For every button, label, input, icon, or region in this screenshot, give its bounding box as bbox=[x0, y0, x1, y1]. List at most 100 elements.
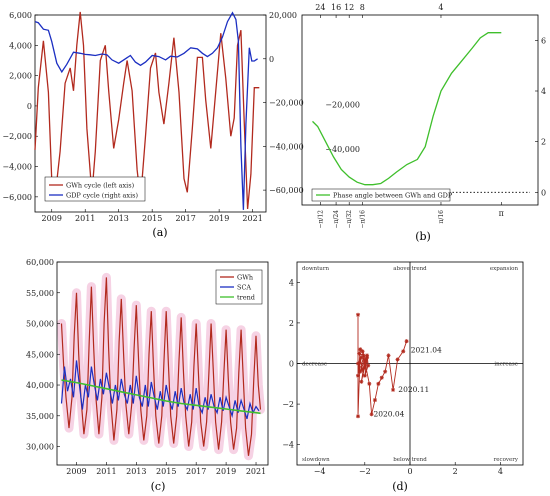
x-tick-label: 4 bbox=[498, 467, 503, 476]
quadrant-label-downturn: downturn bbox=[302, 266, 329, 272]
y-left-tick-label: −4,000 bbox=[2, 163, 32, 172]
x-bottom-tick-label: π/16 bbox=[438, 210, 445, 224]
x-tick-label: 2021 bbox=[242, 214, 262, 223]
trajectory-line bbox=[357, 314, 408, 417]
legend-label: trend bbox=[237, 294, 255, 302]
y-right-tick-label: −40,000 bbox=[269, 142, 304, 151]
y-tick-label: 4 bbox=[289, 278, 294, 287]
x-bottom-tick-label: −π/32 bbox=[346, 210, 353, 229]
panel-label-a: (a) bbox=[152, 226, 167, 239]
trajectory-point bbox=[360, 367, 365, 372]
legend-box bbox=[311, 188, 451, 202]
y-tick-label: 30,000 bbox=[26, 443, 54, 452]
y-left-tick-label: 6,000 bbox=[9, 11, 32, 20]
x-top-tick-label: 12 bbox=[344, 3, 354, 12]
trajectory-point bbox=[362, 365, 367, 370]
x-bottom-tick-label: −π/12 bbox=[317, 210, 324, 229]
y-left-tick-label: −20,000 bbox=[325, 100, 360, 109]
trajectory-point bbox=[365, 353, 370, 358]
panel-label-c: (c) bbox=[151, 480, 166, 493]
quadrant-label-increase: increase bbox=[494, 362, 518, 368]
y-left-tick-label: 0 bbox=[27, 102, 32, 111]
series-line-gwh-cycle bbox=[34, 11, 260, 210]
trajectory-point bbox=[356, 373, 361, 378]
x-tick-label: 2011 bbox=[96, 467, 116, 476]
x-bottom-tick-label: −π/24 bbox=[333, 210, 340, 229]
trajectory-point bbox=[376, 381, 381, 386]
trajectory-point bbox=[379, 375, 384, 380]
trajectory-point bbox=[391, 387, 396, 392]
series-line-gdp-cycle bbox=[34, 11, 258, 210]
x-tick-label: −2 bbox=[359, 467, 371, 476]
trajectory-point bbox=[360, 349, 365, 354]
series-line-trend bbox=[61, 379, 261, 415]
x-bottom-tick-label: −π/16 bbox=[359, 210, 366, 229]
trajectory-point bbox=[362, 357, 367, 362]
trajectory-point bbox=[404, 339, 409, 344]
x-tick-label: 2021 bbox=[246, 467, 266, 476]
x-tick-label: 2019 bbox=[216, 467, 236, 476]
x-tick-label: 2019 bbox=[209, 214, 229, 223]
y-tick-label: 55,000 bbox=[26, 289, 54, 298]
x-top-tick-label: 24 bbox=[315, 3, 325, 12]
trajectory-point bbox=[356, 414, 361, 419]
x-tick-label: 2011 bbox=[75, 214, 95, 223]
annotation-label: 2021.04 bbox=[411, 345, 442, 354]
y-left-tick-label: −40,000 bbox=[325, 145, 360, 154]
trajectory-point bbox=[383, 369, 388, 374]
x-tick-label: 2009 bbox=[66, 467, 86, 476]
y-tick-label: 50,000 bbox=[26, 320, 54, 329]
quadrant-label-recovery: recovery bbox=[494, 457, 519, 463]
panel-b-frame bbox=[301, 14, 539, 206]
trajectory-point bbox=[365, 355, 370, 360]
y-tick-label: 2 bbox=[289, 319, 294, 328]
legend-label: GWh cycle (left axis) bbox=[66, 182, 135, 190]
y-tick-label: 40,000 bbox=[26, 381, 54, 390]
series-line-phase-angle bbox=[312, 32, 502, 186]
trajectory-point bbox=[358, 347, 363, 352]
y-tick-label: 45,000 bbox=[26, 350, 54, 359]
trajectory-point bbox=[359, 379, 364, 384]
quadrant-label-decrease: decrease bbox=[302, 362, 327, 368]
panel-label-b: (b) bbox=[415, 230, 431, 243]
y-left-tick-label: −2,000 bbox=[2, 132, 32, 141]
annotation-label: 2020.11 bbox=[398, 385, 429, 394]
x-top-tick-label: 16 bbox=[331, 3, 341, 12]
y-tick-label: −2 bbox=[282, 400, 294, 409]
y-right-tick-label: 20,000 bbox=[269, 11, 297, 20]
panel-a: 2009 2011 2013 2015 2017 2019 2021 −6,000 −4,000… bbox=[2, 11, 303, 223]
legend-label: Phase angle between GWh and GDP bbox=[333, 192, 453, 200]
trajectory-point bbox=[366, 363, 371, 368]
legend-label: SCA bbox=[237, 284, 251, 292]
x-tick-label: 0 bbox=[407, 467, 412, 476]
annotation-label: 2020.04 bbox=[373, 409, 404, 418]
y-tick-label: 0 bbox=[289, 360, 294, 369]
trajectory-point bbox=[367, 381, 372, 386]
legend-label: GDP cycle (right axis) bbox=[66, 192, 138, 200]
x-tick-label: 2015 bbox=[142, 214, 162, 223]
trajectory-point bbox=[395, 357, 400, 362]
x-top-tick-label: 4 bbox=[438, 3, 443, 12]
y-tick-label: 60,000 bbox=[26, 258, 54, 267]
trajectory-point bbox=[357, 351, 362, 356]
panel-c: 2009 2011 2013 2015 2017 2019 2021 30,000 35,000… bbox=[26, 258, 269, 476]
trajectory-point bbox=[401, 349, 406, 354]
y-tick-label: 35,000 bbox=[26, 412, 54, 421]
y-left-tick-label: −6,000 bbox=[2, 193, 32, 202]
x-tick-label: 2017 bbox=[175, 214, 195, 223]
panel-c-frame bbox=[56, 261, 269, 466]
y-right-tick-label: 6 bbox=[541, 36, 546, 45]
trajectory-point bbox=[358, 369, 363, 374]
quadrant-label-expansion: expansion bbox=[490, 266, 519, 272]
quadrant-label-above-trend: above trend bbox=[393, 266, 427, 272]
y-right-tick-label: 4 bbox=[541, 87, 546, 96]
panel-d: −4 −2 0 2 4 −4 −2 0 2 4 downturn above trend expansi… bbox=[282, 261, 524, 476]
x-tick-label: 2013 bbox=[109, 214, 129, 223]
x-tick-label: 2 bbox=[453, 467, 458, 476]
y-right-tick-label: 0 bbox=[541, 188, 546, 197]
x-top-tick-label: 8 bbox=[360, 3, 365, 12]
legend-box bbox=[44, 176, 146, 202]
trajectory-point bbox=[372, 398, 377, 403]
